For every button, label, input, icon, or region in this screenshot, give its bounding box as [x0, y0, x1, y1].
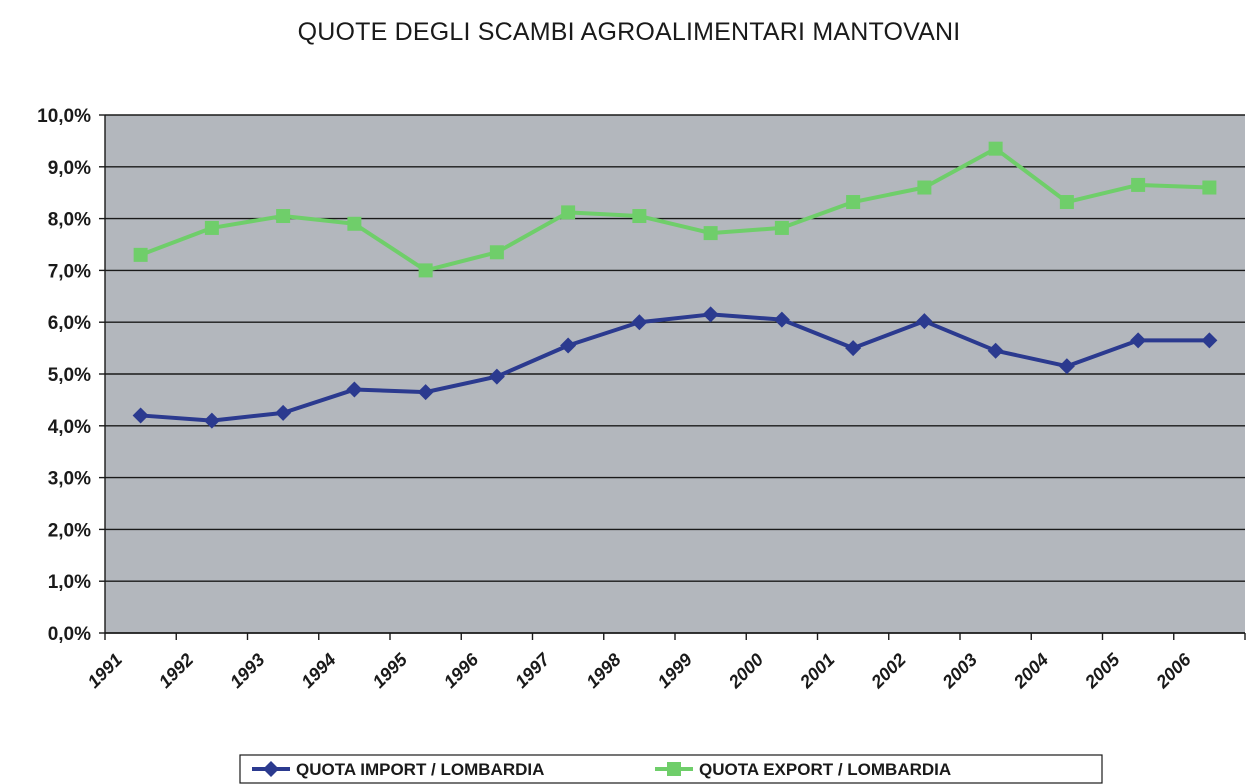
data-point — [132, 407, 149, 424]
data-point — [988, 141, 1003, 156]
data-point — [347, 216, 362, 231]
x-tick-label: 1998 — [582, 650, 624, 692]
data-point — [417, 384, 434, 401]
data-point — [1131, 177, 1146, 192]
x-tick-label: 1999 — [654, 650, 696, 692]
y-tick-label: 2,0% — [48, 520, 91, 541]
data-point — [987, 342, 1004, 359]
data-point — [561, 205, 576, 220]
data-point — [204, 220, 219, 235]
data-point — [632, 209, 647, 224]
data-point — [560, 337, 577, 354]
data-point — [418, 263, 433, 278]
series-layer — [132, 141, 1218, 429]
data-point — [773, 311, 790, 328]
y-tick-label: 9,0% — [48, 158, 91, 179]
data-point — [1059, 195, 1074, 210]
x-tick-label: 1993 — [226, 650, 268, 692]
chart-title: QUOTE DEGLI SCAMBI AGROALIMENTARI MANTOV… — [297, 18, 961, 46]
data-point — [774, 220, 789, 235]
data-point — [846, 195, 861, 210]
data-point — [488, 368, 505, 385]
series-import — [132, 306, 1218, 429]
data-point — [845, 340, 862, 357]
data-point — [631, 314, 648, 331]
data-point — [263, 761, 279, 777]
data-point — [1058, 358, 1075, 375]
x-tick-label: 2002 — [867, 650, 910, 693]
legend-label: QUOTA IMPORT / LOMBARDIA — [296, 760, 544, 779]
legend-entry: QUOTA IMPORT / LOMBARDIA — [252, 760, 544, 779]
x-tick-label: 2004 — [1009, 650, 1052, 693]
y-tick-label: 8,0% — [48, 210, 91, 231]
x-tick-label: 1991 — [84, 650, 126, 692]
data-point — [1202, 180, 1217, 195]
y-tick-label: 4,0% — [48, 417, 91, 438]
x-tick-label: 1996 — [440, 649, 483, 692]
x-axis: 1991 1992 1993 1994 1995 1996 1997 1998 1999 2000… — [84, 632, 1246, 693]
data-point — [275, 404, 292, 421]
data-point — [133, 247, 148, 262]
series-line — [140, 312, 1210, 423]
data-point — [346, 381, 363, 398]
x-tick-label: 1994 — [297, 650, 339, 692]
series-export — [133, 141, 1217, 278]
y-axis: 0,0% 1,0% 2,0% 3,0% 4,0% 5,0% 6,0% 7,0% 8,0% 9,0%… — [37, 106, 106, 645]
legend: QUOTA IMPORT / LOMBARDIA QUOTA EXPORT / L… — [239, 754, 1103, 784]
data-point — [1130, 332, 1147, 349]
data-point — [702, 306, 719, 323]
data-point — [203, 412, 220, 429]
data-point — [1201, 332, 1218, 349]
x-tick-label: 2000 — [724, 650, 767, 693]
y-tick-label: 7,0% — [48, 261, 91, 282]
x-tick-label: 2001 — [795, 650, 838, 693]
series-line — [139, 146, 1210, 273]
data-point — [276, 209, 291, 224]
y-tick-label: 5,0% — [48, 365, 91, 386]
y-tick-label: 10,0% — [37, 106, 91, 127]
y-tick-label: 6,0% — [48, 313, 91, 334]
x-tick-label: 2005 — [1080, 649, 1124, 693]
x-tick-label: 1995 — [369, 649, 412, 692]
data-point — [703, 226, 718, 241]
y-tick-label: 0,0% — [48, 624, 91, 645]
legend-entry: QUOTA EXPORT / LOMBARDIA — [655, 760, 951, 779]
data-point — [916, 313, 933, 330]
data-point — [667, 762, 681, 776]
y-tick-label: 3,0% — [48, 469, 91, 490]
data-point — [489, 245, 504, 260]
data-point — [917, 180, 932, 195]
x-tick-label: 2006 — [1152, 649, 1196, 693]
plot-area — [105, 114, 1245, 634]
y-tick-label: 1,0% — [48, 572, 91, 593]
x-tick-label: 2003 — [938, 650, 981, 693]
x-tick-label: 1992 — [155, 650, 197, 692]
legend-label: QUOTA EXPORT / LOMBARDIA — [699, 760, 951, 779]
x-tick-label: 1997 — [511, 649, 554, 692]
